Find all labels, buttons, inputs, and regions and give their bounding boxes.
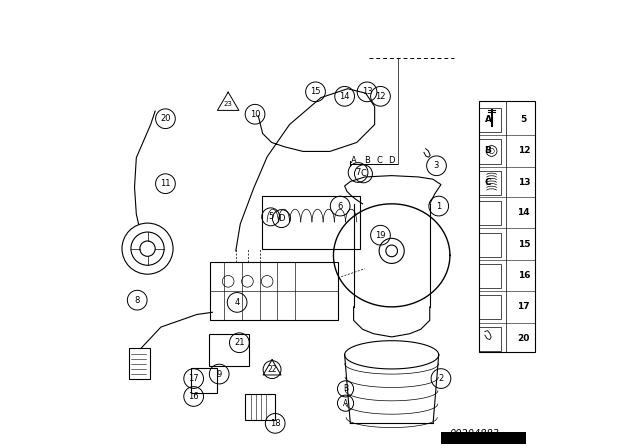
Text: A: A [484,115,492,124]
Text: D: D [388,156,395,165]
Text: 14: 14 [518,208,530,217]
Text: 16: 16 [188,392,199,401]
Text: 00204883: 00204883 [449,429,500,439]
Text: 14: 14 [339,92,350,101]
Text: 19: 19 [375,231,386,240]
Text: 23: 23 [224,102,232,108]
Text: 10: 10 [250,110,260,119]
Text: B: B [364,156,369,165]
Text: 6: 6 [337,202,343,211]
Text: 12: 12 [375,92,386,101]
Text: A: A [351,156,357,165]
Text: 15: 15 [518,240,530,249]
Text: C: C [484,178,492,187]
Text: 17: 17 [518,302,530,311]
Text: 18: 18 [270,419,280,428]
Text: 20: 20 [518,334,530,343]
Text: C: C [360,169,366,178]
Text: 17: 17 [188,374,199,383]
Text: 3: 3 [434,161,439,170]
Text: C: C [376,156,382,165]
Text: 21: 21 [234,338,244,347]
Text: B: B [484,146,492,155]
Text: A: A [343,399,348,408]
Text: 2: 2 [438,374,444,383]
Text: 5: 5 [521,115,527,124]
Text: 13: 13 [362,87,372,96]
Text: B: B [343,384,348,393]
Text: 20: 20 [160,114,171,123]
Text: D: D [278,214,285,223]
Text: 12: 12 [518,146,530,155]
Text: 13: 13 [518,178,530,187]
Text: 11: 11 [160,179,171,188]
Text: 16: 16 [518,271,530,280]
Text: 5: 5 [268,212,273,221]
Text: 22: 22 [268,365,277,374]
Text: 8: 8 [134,296,140,305]
Text: 15: 15 [310,87,321,96]
Text: 9: 9 [216,370,222,379]
Text: 1: 1 [436,202,442,211]
Text: 7: 7 [355,168,361,177]
Text: 4: 4 [234,298,240,307]
FancyBboxPatch shape [441,432,526,444]
